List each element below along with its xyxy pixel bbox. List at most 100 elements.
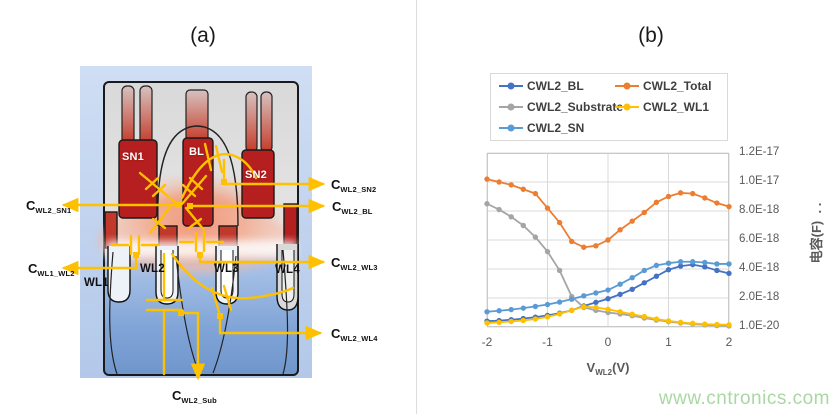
x-axis-tick: 0 [604,335,612,349]
legend-marker-dot [507,124,515,132]
data-point-CWL2_Total [653,199,660,205]
cwl2-sn2-arc [180,152,258,200]
data-point-CWL2_SN [641,267,647,274]
legend-label: CWL2_WL1 [643,100,709,114]
data-point-CWL2_WL1 [508,318,514,325]
data-point-CWL2_WL1 [520,317,526,324]
edge-red-right [283,203,298,247]
data-point-CWL2_Total [677,190,684,196]
x-axis-tick: 1 [665,335,672,349]
legend-marker-dot [623,103,631,111]
data-point-CWL2_SN [617,281,623,287]
legend-marker-dot [623,82,631,90]
data-point-CWL2_Total [714,200,720,206]
legend-item-CWL2_WL1: CWL2_WL1 [615,99,721,116]
cwl2-wl4-label: CWL2_WL4 [331,326,378,343]
cwl2-sub-label: CWL2_Sub [172,388,217,405]
data-point-CWL2_WL1 [702,321,708,327]
overlay-node-dots [133,179,227,319]
cwl2-wl4-arc [170,252,295,300]
data-point-CWL2_WL1 [690,320,696,327]
legend-marker [499,124,523,132]
x-axis-tick: 2 [725,335,733,349]
data-point-CWL2_SN [532,303,539,310]
data-point-CWL2_SN [653,262,660,269]
data-point-CWL2_Substrate [496,206,502,213]
legend-label: CWL2_Total [643,79,712,93]
cwl2-wl4-arrow [218,314,323,341]
data-point-CWL2_WL1 [629,311,635,317]
legend-marker [499,82,523,90]
data-point-CWL2_SN [593,290,599,296]
data-point-CWL2_Substrate [556,267,563,274]
data-point-CWL2_Total [544,205,551,211]
data-point-CWL2_Total [556,219,563,226]
data-point-CWL2_SN [714,261,720,267]
legend-marker [499,103,523,111]
data-point-CWL2_SN [605,287,611,293]
top-trenches [121,85,273,153]
panel-a-title: (a) [190,24,216,47]
data-point-CWL2_BL [665,267,672,273]
legend-label: CWL2_Substrate [527,100,624,114]
data-point-CWL2_BL [653,273,660,279]
sn1-label: SN1 [122,151,144,163]
data-point-CWL2_Substrate [520,222,526,229]
data-point-CWL2_SN [702,259,708,266]
x-axis-tick: -1 [542,335,553,349]
data-point-CWL2_Substrate [508,214,514,220]
y-axis-title: 电容(F) . . [809,202,824,264]
wl1-label: WL1 [84,277,109,289]
chart-legend: CWL2_BL CWL2_Total CWL2_Substrate CWL2_WL1 C… [490,73,728,141]
wl2-label: WL2 [140,263,165,275]
data-point-CWL2_BL [677,263,684,269]
data-point-CWL2_Total [569,238,575,245]
legend-item-CWL2_BL: CWL2_BL [499,78,615,95]
data-point-CWL2_BL [593,299,599,306]
y-axis-tick: 1.0E-20 [739,320,780,332]
wl3-label: WL3 [214,263,239,275]
data-point-CWL2_BL [714,267,720,274]
data-point-CWL2_SN [690,259,696,265]
data-point-CWL2_Substrate [532,234,539,240]
data-point-CWL2_BL [629,286,635,292]
legend-marker [615,103,639,111]
legend-item-CWL2_Total: CWL2_Total [615,78,721,95]
legend-label: CWL2_SN [527,121,585,135]
legend-marker-dot [507,103,515,111]
data-point-CWL2_Total [665,193,672,200]
cwl1-wl2-label: CWL1_WL2 [28,261,75,278]
legend-marker [615,82,639,90]
data-point-CWL2_Total [581,244,587,250]
data-point-CWL2_WL1 [484,320,490,326]
cwl2-sn1-label: CWL2_SN1 [26,198,72,215]
data-point-CWL2_SN [508,306,514,313]
y-axis-tick: 6.0E-18 [739,233,780,245]
y-axis-tick: 8.0E-18 [739,204,780,216]
legend-item-CWL2_SN: CWL2_SN [499,120,615,137]
data-point-CWL2_WL1 [714,321,720,328]
cwl2-wl3-label: CWL2_WL3 [331,255,378,272]
data-point-CWL2_Total [702,195,708,201]
panel-divider [416,0,417,414]
data-point-CWL2_SN [726,261,732,267]
data-point-CWL2_WL1 [677,319,684,326]
y-axis-tick: 2.0E-18 [739,291,780,303]
data-point-CWL2_Total [726,203,732,210]
data-point-CWL2_SN [629,275,635,281]
data-point-CWL2_WL1 [544,314,551,320]
y-axis-tick: 4.0E-18 [739,262,780,274]
data-point-CWL2_Total [641,209,647,216]
sn2-label: SN2 [245,169,267,181]
data-point-CWL2_BL [702,264,708,270]
data-point-CWL2_Substrate [484,201,490,207]
data-point-CWL2_WL1 [605,306,611,313]
data-point-CWL2_WL1 [556,311,563,317]
data-point-CWL2_BL [617,291,623,298]
data-point-CWL2_BL [641,280,647,286]
data-point-CWL2_SN [484,309,490,315]
watermark: www.cntronics.com [658,388,830,409]
data-point-CWL2_Total [484,176,490,182]
data-point-CWL2_Total [690,190,696,197]
